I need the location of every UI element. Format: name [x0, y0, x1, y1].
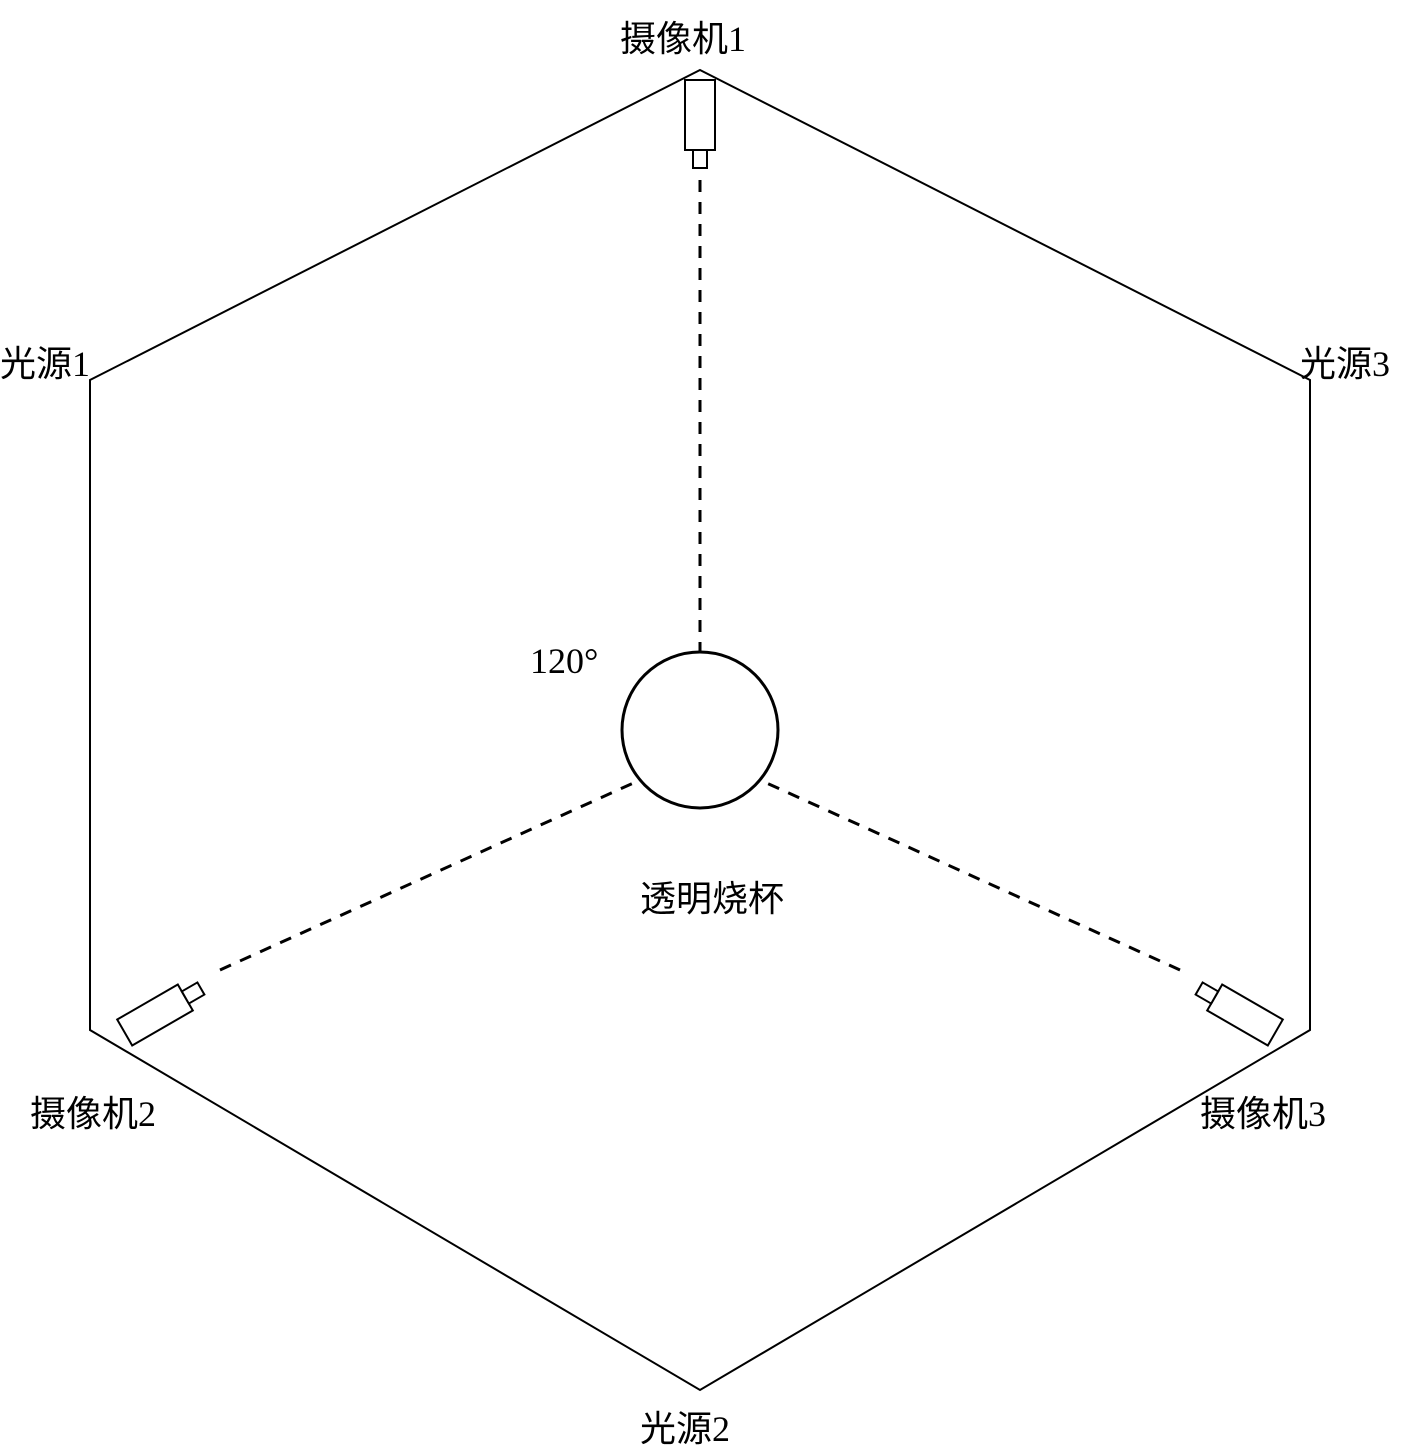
sight-lines — [220, 180, 1180, 970]
angle-label: 120° — [530, 640, 598, 682]
light-1-label: 光源1 — [0, 335, 90, 387]
camera-1-body — [685, 80, 715, 150]
camera-1 — [685, 80, 715, 168]
camera-1-label: 摄像机1 — [620, 10, 746, 62]
camera-2-body — [117, 985, 193, 1046]
beaker-circle — [622, 652, 778, 808]
camera-2-label: 摄像机2 — [30, 1085, 156, 1137]
sight-line-3 — [760, 780, 1180, 970]
light-2-label: 光源2 — [640, 1400, 730, 1452]
sight-line-2 — [220, 780, 640, 970]
camera-3-label: 摄像机3 — [1200, 1085, 1326, 1137]
light-3-label: 光源3 — [1300, 335, 1390, 387]
camera-3 — [1192, 976, 1283, 1046]
beaker-label: 透明烧杯 — [640, 870, 784, 922]
layout-diagram — [0, 0, 1410, 1455]
camera-1-lens — [693, 150, 707, 168]
camera-2 — [117, 976, 208, 1046]
camera-3-body — [1207, 985, 1283, 1046]
